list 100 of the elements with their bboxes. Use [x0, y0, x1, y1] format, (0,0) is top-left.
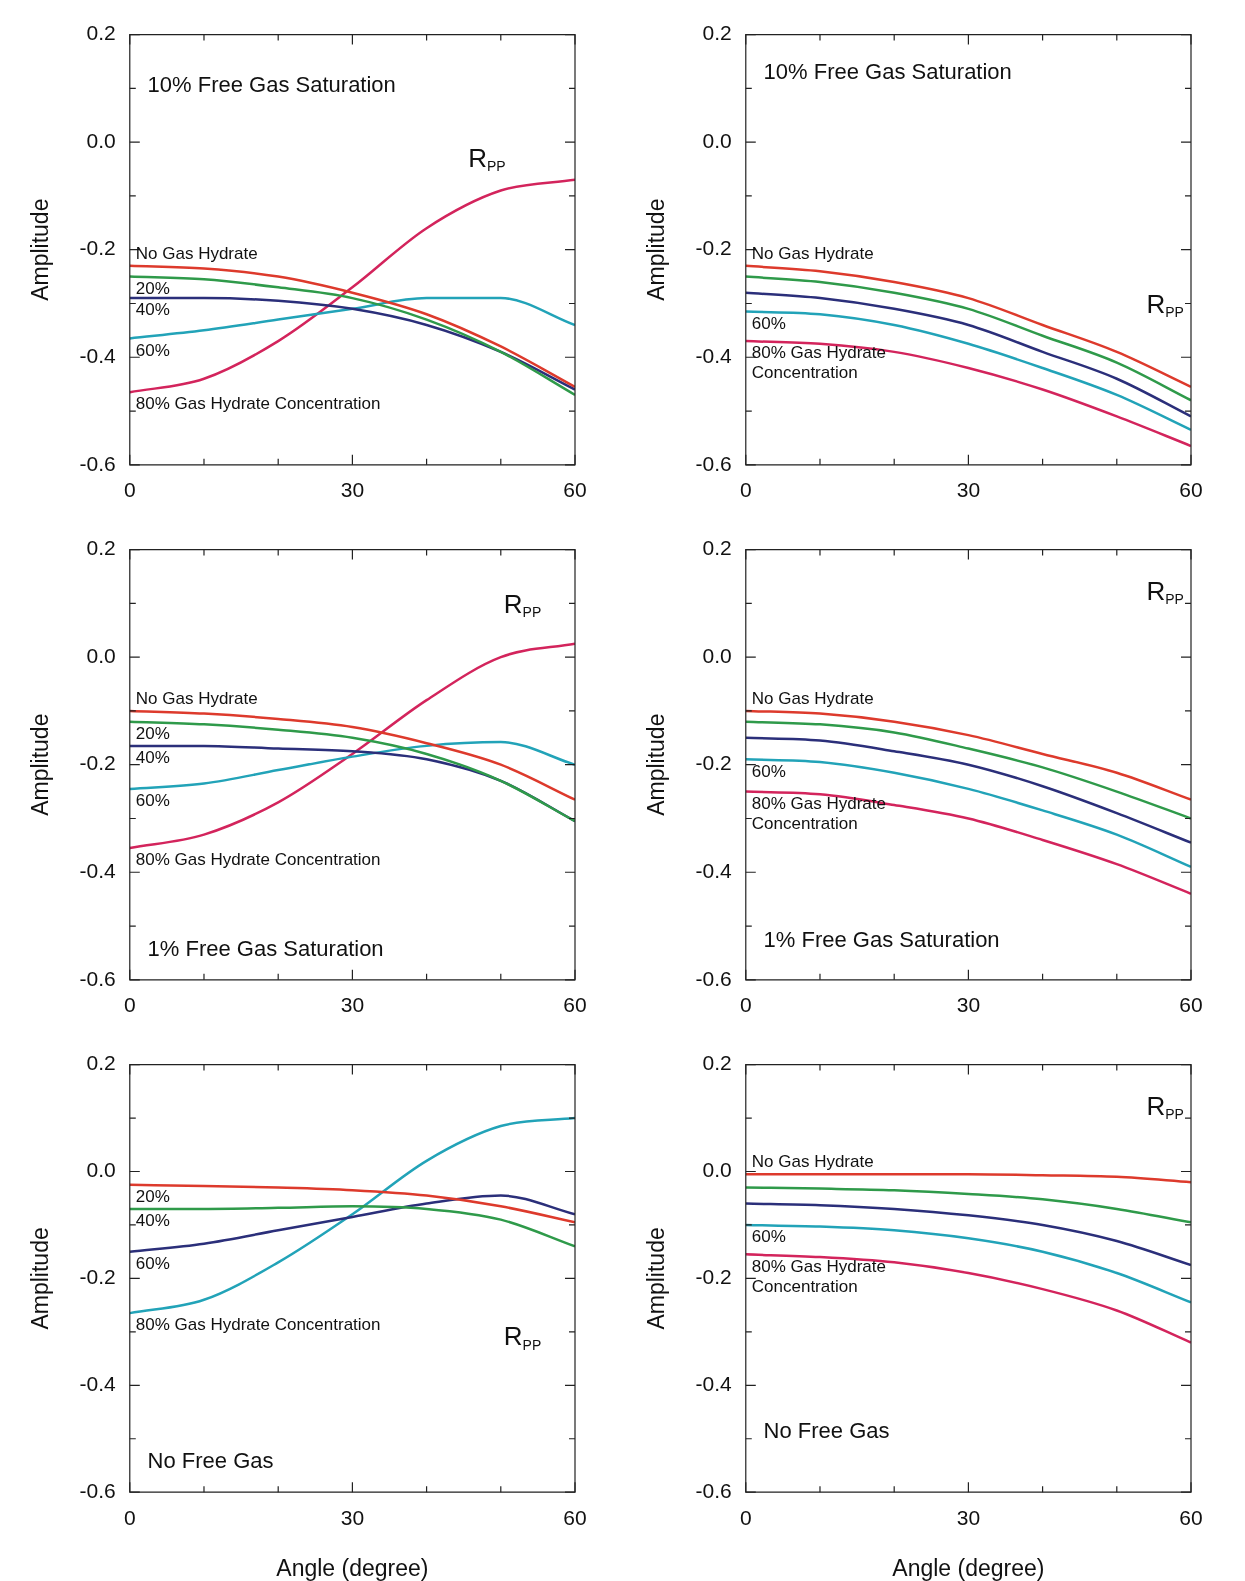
line-series	[745, 339, 1191, 448]
text: 10% Free Gas Saturation	[147, 72, 396, 98]
x-tick-label: 0	[739, 478, 752, 502]
series-label: 80% Gas Hydrate Concentration	[751, 793, 886, 833]
series-label: 80% Gas Hydrate Concentration	[135, 1315, 381, 1335]
y-tick-label: 0.0	[86, 643, 116, 667]
x-tick-label: 60	[1179, 478, 1203, 502]
series-label: 80% Gas Hydrate Concentration	[751, 1256, 886, 1296]
series-label: 40%	[135, 1211, 170, 1231]
series-label: No Gas Hydrate	[751, 689, 874, 709]
y-tick-label: -0.2	[79, 751, 116, 775]
line-series	[745, 291, 1191, 418]
line-series	[129, 720, 575, 823]
y-tick-label: 0.2	[702, 536, 732, 560]
x-tick-label: 60	[563, 1505, 587, 1529]
y-axis-title: Amplitude	[27, 198, 54, 301]
text: No Free Gas	[147, 1448, 274, 1474]
series-label: 40%	[135, 748, 170, 768]
x-tick-label: 30	[340, 478, 365, 502]
line-series	[129, 1204, 575, 1248]
text: No Free Gas	[763, 1418, 890, 1444]
y-tick-label: -0.2	[695, 751, 732, 775]
series-label: No Gas Hydrate	[135, 244, 258, 264]
series-label: 60%	[135, 791, 170, 811]
x-tick-label: 30	[956, 478, 981, 502]
y-tick-label: -0.2	[79, 1265, 116, 1289]
series-label: No Gas Hydrate	[751, 244, 874, 264]
y-tick-label: 0.0	[702, 1158, 732, 1182]
text: 1% Free Gas Saturation	[147, 935, 384, 961]
line-series	[745, 736, 1191, 844]
line-series	[745, 758, 1191, 869]
x-tick-label: 30	[340, 993, 365, 1017]
line-series	[745, 1186, 1191, 1224]
y-tick-label: -0.4	[79, 1372, 117, 1396]
y-tick-label: -0.4	[79, 344, 117, 368]
line-series	[129, 642, 575, 850]
x-axis-title: Angle (degree)	[276, 1554, 429, 1581]
y-tick-label: 0.2	[86, 1051, 116, 1075]
y-tick-label: -0.6	[79, 966, 116, 990]
y-tick-label: 0.0	[702, 128, 732, 152]
y-tick-label: -0.4	[79, 859, 117, 883]
series-label: 80% Gas Hydrate Concentration	[135, 394, 381, 414]
y-tick-label: -0.6	[695, 451, 732, 475]
y-axis-title: Amplitude	[27, 1227, 54, 1330]
series-label: 80% Gas Hydrate Concentration	[135, 850, 381, 870]
x-tick-label: 30	[956, 993, 981, 1017]
y-tick-label: 0.0	[86, 128, 116, 152]
y-tick-label: -0.4	[695, 859, 733, 883]
text: 10% Free Gas Saturation	[763, 59, 1012, 85]
x-tick-label: 30	[340, 1505, 365, 1529]
y-tick-label: -0.2	[695, 1265, 732, 1289]
series-label: 60%	[135, 340, 170, 360]
x-tick-label: 60	[563, 478, 587, 502]
x-tick-label: 60	[563, 993, 587, 1017]
line-series	[129, 178, 575, 394]
line-series	[129, 296, 575, 340]
line-series	[745, 1172, 1191, 1184]
line-series	[745, 275, 1191, 402]
series-label: 60%	[135, 1253, 170, 1273]
line-series	[745, 790, 1191, 896]
y-tick-label: -0.4	[695, 1372, 733, 1396]
x-tick-label: 0	[739, 1505, 752, 1529]
series-label: 80% Gas Hydrate Concentration	[751, 343, 886, 383]
text: 1% Free Gas Saturation	[763, 927, 1000, 953]
y-tick-label: 0.2	[702, 21, 732, 45]
series-label: 20%	[135, 278, 170, 298]
series-label: 20%	[135, 1187, 170, 1207]
x-tick-label: 0	[739, 993, 752, 1017]
series-label: 40%	[135, 300, 170, 320]
y-axis-title: Amplitude	[643, 1227, 670, 1330]
series-label: 20%	[135, 723, 170, 743]
line-series	[745, 1253, 1191, 1344]
y-tick-label: -0.4	[695, 344, 733, 368]
series-label: No Gas Hydrate	[751, 1152, 874, 1172]
y-tick-label: -0.6	[79, 1479, 116, 1502]
y-tick-label: 0.2	[86, 21, 116, 45]
series-label: 60%	[751, 761, 786, 781]
x-tick-label: 60	[1179, 993, 1203, 1017]
line-series	[129, 1183, 575, 1224]
y-tick-label: -0.2	[79, 236, 116, 260]
y-tick-label: 0.2	[86, 536, 116, 560]
x-tick-label: 60	[1179, 1505, 1203, 1529]
x-tick-label: 0	[123, 1505, 136, 1529]
x-axis-title: Angle (degree)	[892, 1554, 1045, 1581]
y-axis-title: Amplitude	[27, 713, 54, 816]
line-series	[745, 264, 1191, 389]
series-label: 60%	[751, 313, 786, 333]
y-tick-label: -0.6	[79, 451, 116, 475]
y-axis-title: Amplitude	[643, 198, 670, 301]
series-label: No Gas Hydrate	[135, 689, 258, 709]
y-tick-label: -0.2	[695, 236, 732, 260]
y-tick-label: 0.2	[702, 1051, 732, 1075]
y-axis-title: Amplitude	[643, 713, 670, 816]
y-tick-label: -0.6	[695, 966, 732, 990]
line-series	[129, 296, 575, 391]
y-tick-label: 0.0	[86, 1158, 116, 1182]
series-label: 60%	[751, 1227, 786, 1247]
y-tick-label: 0.0	[702, 643, 732, 667]
y-tick-label: -0.6	[695, 1479, 732, 1502]
x-tick-label: 0	[123, 993, 136, 1017]
